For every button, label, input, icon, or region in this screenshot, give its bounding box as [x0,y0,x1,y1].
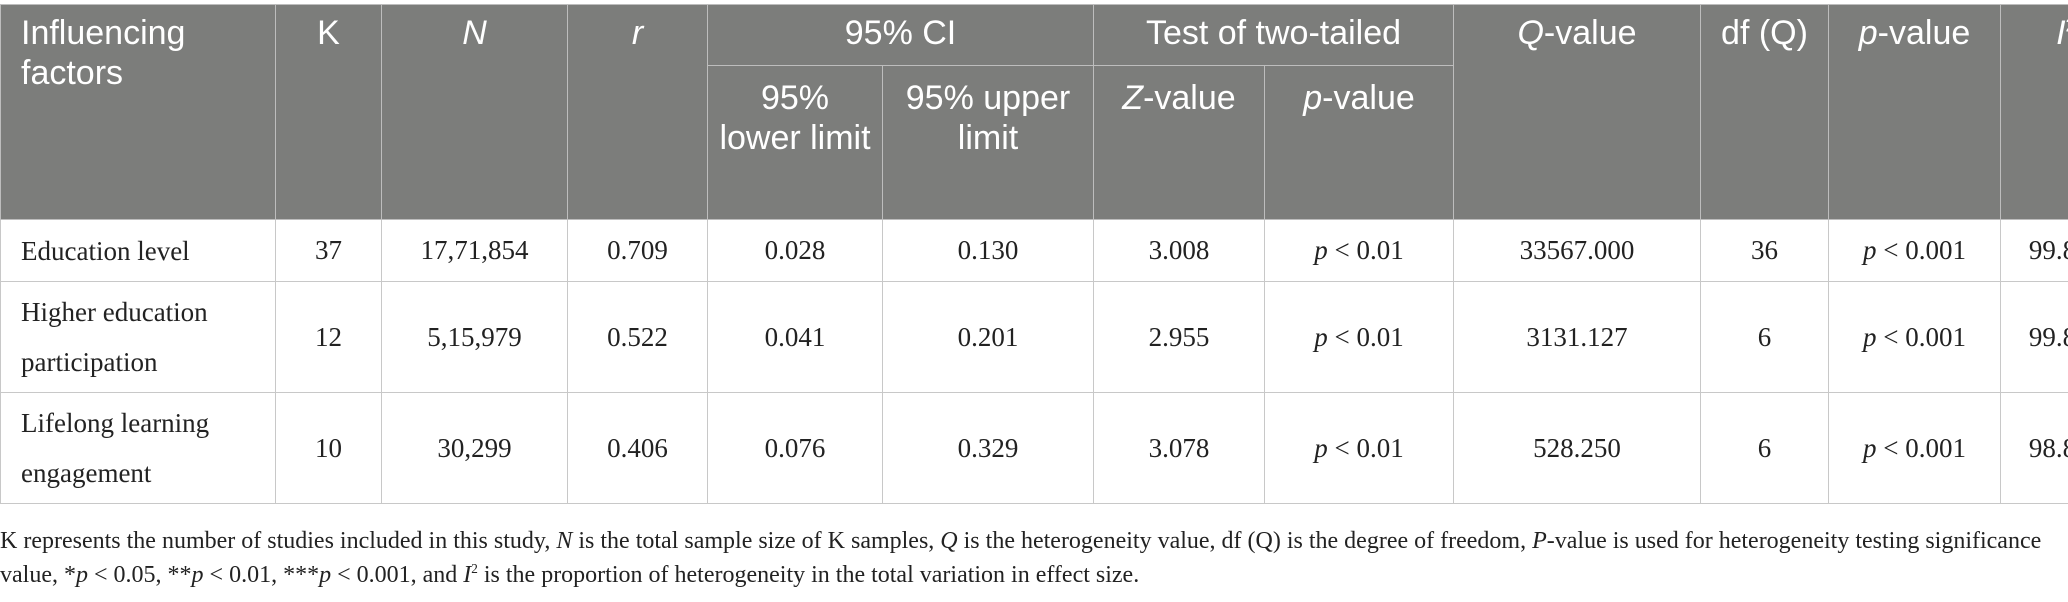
header-p-value-two-tailed: p-value [1264,65,1454,220]
table-row: Higher education participation 12 5,15,9… [0,281,2068,393]
cell-factor: Education level [0,219,276,282]
footnote-p: p [319,562,332,588]
cell-p-var: p [1863,235,1877,265]
cell-p-rest: < 0.01 [1327,235,1404,265]
header-p-suffix-het: -value [1877,14,1971,52]
header-z-letter: Z [1122,79,1144,117]
heterogeneity-table: Influencing factors K N r 95% CI Test of… [0,4,2068,504]
footnote-p-cap: P [1532,528,1547,554]
cell-p-heterogeneity: p < 0.001 [1828,392,2001,504]
header-df-q: df (Q) [1700,4,1829,220]
cell-factor: Higher education participation [0,281,276,393]
cell-upper: 0.329 [882,392,1094,504]
header-i-superscript: 2 [2066,15,2068,36]
cell-i2: 98.864 [2000,392,2068,504]
header-p-suffix-two: -value [1322,79,1415,117]
cell-q: 33567.000 [1453,219,1701,282]
header-row-sub: 95% lower limit 95% upper limit Z-value … [1,65,2068,220]
footnote-text: is the heterogeneity value, df (Q) is th… [957,528,1533,554]
cell-p-var: p [1314,235,1328,265]
header-p-value-heterogeneity: p-value [1828,4,2001,220]
header-ci-upper: 95% upper limit [882,65,1094,220]
cell-p-two-tailed: p < 0.01 [1264,281,1454,393]
cell-p-rest: < 0.001 [1876,321,1966,352]
footnote-i-letter: I [463,562,472,588]
cell-i2: 99.893 [2000,219,2068,282]
cell-r: 0.709 [567,219,708,282]
footnote-text: < 0.001, and [331,562,464,588]
header-p-letter-het: p [1858,14,1878,52]
header-95-ci: 95% CI [707,4,1094,66]
cell-p-rest: < 0.01 [1327,321,1404,352]
cell-p-two-tailed: p < 0.01 [1264,392,1454,504]
cell-p-rest: < 0.001 [1876,235,1966,265]
cell-df: 36 [1700,219,1829,282]
cell-p-heterogeneity: p < 0.001 [1828,219,2001,282]
header-two-tailed-test: Test of two-tailed [1093,4,1454,66]
header-z-suffix: -value [1143,79,1236,117]
cell-lower: 0.076 [707,392,883,504]
footnote-p: p [75,562,88,588]
cell-r: 0.406 [567,392,708,504]
cell-p-var: p [1863,432,1877,463]
cell-n: 30,299 [381,392,568,504]
header-q-value: Q-value [1453,4,1701,220]
footnote-i-superscript: 2 [471,561,478,576]
table-footnote: K represents the number of studies inclu… [0,524,2060,592]
header-ci-lower: 95% lower limit [707,65,883,220]
cell-p-var: p [1863,321,1877,352]
cell-k: 37 [275,219,382,282]
cell-lower: 0.028 [707,219,883,282]
cell-i2: 99.808 [2000,281,2068,393]
cell-p-var: p [1314,321,1328,352]
footnote-text: is the total sample size of K samples, [572,528,941,554]
cell-k: 12 [275,281,382,393]
cell-factor: Lifelong learning engagement [0,392,276,504]
cell-p-heterogeneity: p < 0.001 [1828,281,2001,393]
footnote-text: K represents the number of studies inclu… [0,528,557,554]
cell-df: 6 [1700,392,1829,504]
header-q-letter: Q [1517,14,1544,52]
header-q-suffix: -value [1543,14,1637,52]
cell-p-var: p [1314,432,1328,463]
cell-q: 3131.127 [1453,281,1701,393]
footnote-text: is the proportion of heterogeneity in th… [477,562,1140,588]
footnote-text: < 0.05, ** [87,562,192,588]
table-row: Education level 37 17,71,854 0.709 0.028… [0,219,2068,282]
cell-n: 17,71,854 [381,219,568,282]
cell-df: 6 [1700,281,1829,393]
header-r: r [567,4,708,220]
footnote-text: < 0.01, *** [203,562,320,588]
footnote-p: p [191,562,204,588]
cell-r: 0.522 [567,281,708,393]
cell-lower: 0.041 [707,281,883,393]
header-n: N [381,4,568,220]
cell-upper: 0.130 [882,219,1094,282]
footnote-n: N [556,528,573,554]
cell-q: 528.250 [1453,392,1701,504]
footnote-text: -value is used for heterogeneity testing… [0,528,2042,588]
header-row-top: Influencing factors K N r 95% CI Test of… [0,4,2068,220]
table-row: Lifelong learning engagement 10 30,299 0… [0,392,2068,504]
results-table-container: Influencing factors K N r 95% CI Test of… [0,4,2068,504]
header-k: K [275,4,382,220]
header-i-squared: I2 [2000,4,2068,220]
cell-p-two-tailed: p < 0.01 [1264,219,1454,282]
cell-p-rest: < 0.001 [1876,432,1966,463]
cell-upper: 0.201 [882,281,1094,393]
cell-z: 2.955 [1093,281,1265,393]
header-z-value: Z-value [1093,65,1265,220]
cell-z: 3.008 [1093,219,1265,282]
header-p-letter-two: p [1303,79,1323,117]
cell-k: 10 [275,392,382,504]
footnote-q: Q [940,528,958,554]
cell-p-rest: < 0.01 [1327,432,1404,463]
cell-n: 5,15,979 [381,281,568,393]
cell-z: 3.078 [1093,392,1265,504]
header-i-letter: I [2056,14,2066,52]
header-influencing-factors: Influencing factors [0,4,276,220]
